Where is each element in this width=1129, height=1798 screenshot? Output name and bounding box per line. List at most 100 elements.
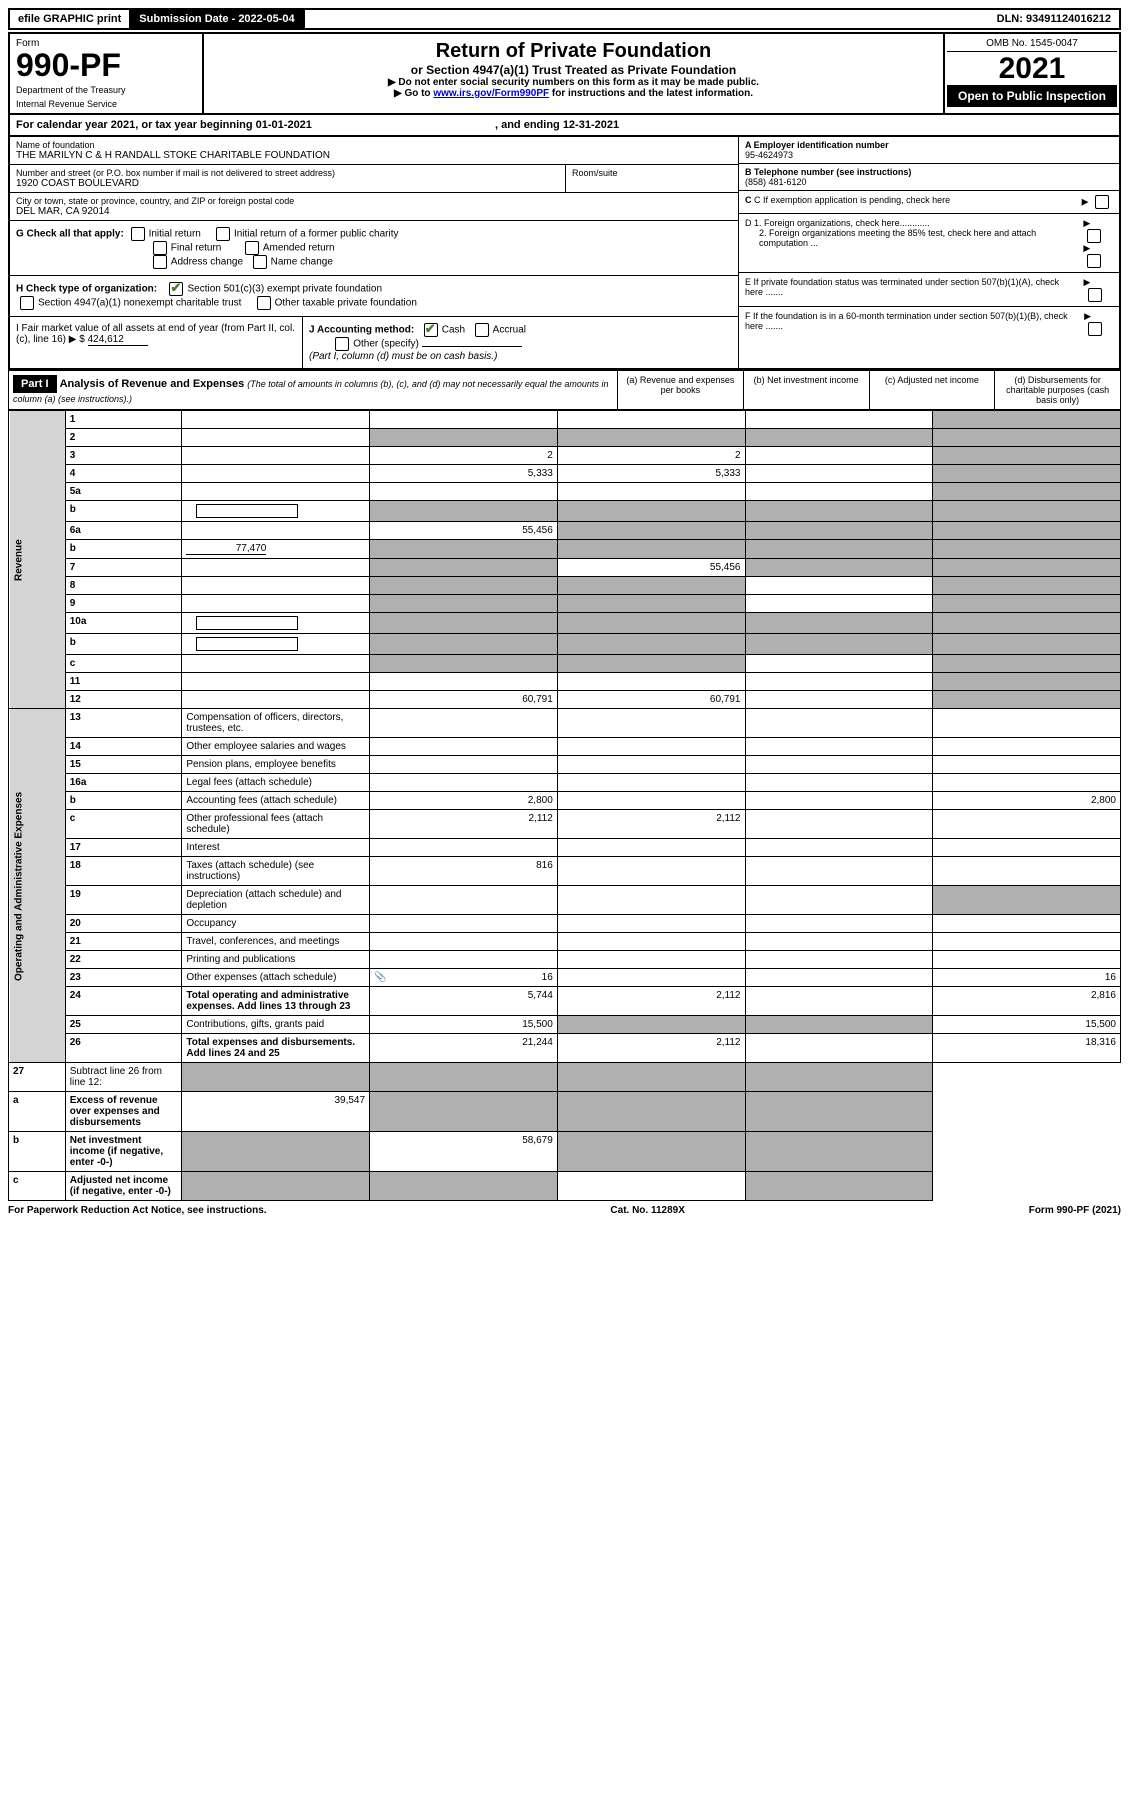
table-row: Operating and Administrative Expenses 13… (9, 709, 1121, 738)
header-right: OMB No. 1545-0047 2021 Open to Public In… (943, 34, 1119, 113)
h-4947: Section 4947(a)(1) nonexempt charitable … (38, 298, 241, 309)
col-a-header: (a) Revenue and expenses per books (617, 371, 743, 409)
d-row: D 1. Foreign organizations, check here..… (739, 214, 1119, 273)
table-row: 21 Travel, conferences, and meetings (9, 933, 1121, 951)
line-description: Adjusted net income (if negative, enter … (65, 1172, 182, 1201)
amount-cell (370, 933, 558, 951)
table-row: 23 Other expenses (attach schedule) 📎16 … (9, 969, 1121, 987)
amount-cell (745, 933, 933, 951)
amount-cell (933, 756, 1121, 774)
amount-cell (557, 1172, 745, 1201)
other-method-checkbox[interactable] (335, 337, 349, 351)
line-description (182, 447, 370, 465)
d2-checkbox[interactable] (1087, 254, 1101, 268)
amount-cell (745, 1172, 933, 1201)
amount-cell (745, 1034, 933, 1063)
amount-cell (933, 465, 1121, 483)
table-row: b Net investment income (if negative, en… (9, 1132, 1121, 1172)
omb-number: OMB No. 1545-0047 (947, 36, 1117, 52)
amount-cell (745, 857, 933, 886)
amount-cell (370, 951, 558, 969)
address-change-checkbox[interactable] (153, 255, 167, 269)
line-number: 1 (65, 411, 182, 429)
table-row: 18 Taxes (attach schedule) (see instruct… (9, 857, 1121, 886)
amount-cell (745, 595, 933, 613)
amount-cell (933, 447, 1121, 465)
submission-date: Submission Date - 2022-05-04 (131, 10, 304, 28)
entity-right: A Employer identification number 95-4624… (738, 137, 1119, 368)
initial-return-checkbox[interactable] (131, 227, 145, 241)
irs-label: Internal Revenue Service (16, 99, 196, 109)
final-return-checkbox[interactable] (153, 241, 167, 255)
amount-cell (557, 1016, 745, 1034)
amount-cell (370, 915, 558, 933)
amount-cell (370, 540, 558, 559)
line-description: Occupancy (182, 915, 370, 933)
cash-checkbox[interactable] (424, 323, 438, 337)
entity-block: Name of foundation THE MARILYN C & H RAN… (8, 137, 1121, 370)
cal-begin: For calendar year 2021, or tax year begi… (16, 119, 312, 131)
line-number: 16a (65, 774, 182, 792)
amount-cell (370, 577, 558, 595)
amount-cell (370, 655, 558, 673)
name-change-checkbox[interactable] (253, 255, 267, 269)
amount-cell: 60,791 (557, 691, 745, 709)
amount-cell (745, 483, 933, 501)
j-label: J Accounting method: (309, 325, 414, 336)
line-number: 22 (65, 951, 182, 969)
amount-cell (370, 613, 558, 634)
501c3-checkbox[interactable] (169, 282, 183, 296)
line-description: Compensation of officers, directors, tru… (182, 709, 370, 738)
attachment-icon[interactable]: 📎 (374, 972, 386, 983)
f-checkbox[interactable] (1088, 322, 1102, 336)
efile-label[interactable]: efile GRAPHIC print (10, 10, 131, 28)
other-taxable-checkbox[interactable] (257, 296, 271, 310)
g-amended: Amended return (263, 243, 335, 254)
table-row: 14 Other employee salaries and wages (9, 738, 1121, 756)
line-description: Taxes (attach schedule) (see instruction… (182, 857, 370, 886)
city-label: City or town, state or province, country… (16, 196, 732, 206)
e-checkbox[interactable] (1088, 288, 1102, 302)
foundation-name: THE MARILYN C & H RANDALL STOKE CHARITAB… (16, 150, 732, 161)
city-state-zip: DEL MAR, CA 92014 (16, 206, 732, 217)
line-description (182, 429, 370, 447)
city-field: City or town, state or province, country… (10, 193, 738, 221)
initial-former-checkbox[interactable] (216, 227, 230, 241)
4947-checkbox[interactable] (20, 296, 34, 310)
f-label: F If the foundation is in a 60-month ter… (745, 311, 1078, 331)
amount-cell (557, 1092, 745, 1132)
accrual-checkbox[interactable] (475, 323, 489, 337)
line-number: 5a (65, 483, 182, 501)
amount-cell (933, 501, 1121, 522)
footer-right: Form 990-PF (2021) (1029, 1205, 1121, 1216)
table-row: 16a Legal fees (attach schedule) (9, 774, 1121, 792)
amount-cell (557, 933, 745, 951)
c-checkbox[interactable] (1095, 195, 1109, 209)
table-row: 4 5,333 5,333 (9, 465, 1121, 483)
room-label: Room/suite (572, 168, 732, 178)
amount-cell (557, 792, 745, 810)
line-description (182, 465, 370, 483)
open-public-badge: Open to Public Inspection (947, 85, 1117, 107)
table-row: 3 2 2 (9, 447, 1121, 465)
d1-checkbox[interactable] (1087, 229, 1101, 243)
form-link[interactable]: www.irs.gov/Form990PF (433, 88, 549, 99)
table-row: 27 Subtract line 26 from line 12: (9, 1063, 1121, 1092)
amount-cell (557, 501, 745, 522)
amount-cell (933, 559, 1121, 577)
amount-cell (557, 655, 745, 673)
table-row: b (9, 501, 1121, 522)
ein-value: 95-4624973 (745, 150, 793, 160)
amount-cell (745, 915, 933, 933)
amount-cell (933, 540, 1121, 559)
amount-cell (745, 447, 933, 465)
table-row: 11 (9, 673, 1121, 691)
amended-checkbox[interactable] (245, 241, 259, 255)
note-ssn: ▶ Do not enter social security numbers o… (210, 77, 937, 88)
line-number: 10a (65, 613, 182, 634)
line-description (182, 691, 370, 709)
amount-cell (933, 738, 1121, 756)
line-number: 19 (65, 886, 182, 915)
amount-cell (933, 577, 1121, 595)
amount-cell (557, 577, 745, 595)
